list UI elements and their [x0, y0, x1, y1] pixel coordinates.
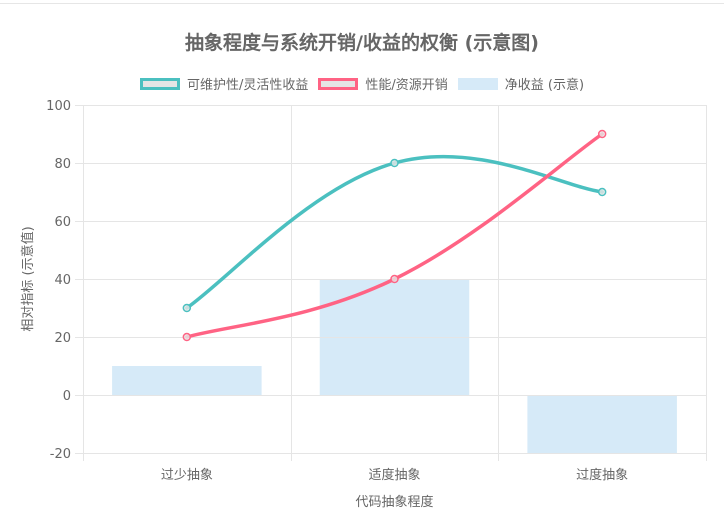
legend-item-net-benefit[interactable]: 净收益 (示意) [457, 74, 585, 93]
y-axis-ticks: 100 80 60 40 20 0 -20 [46, 99, 71, 462]
x-tick-label: 过度抽象 [576, 467, 628, 483]
bar-2[interactable] [527, 395, 677, 453]
y-tick-label: 0 [63, 389, 71, 404]
data-point-marker[interactable] [182, 303, 192, 313]
legend-swatch-bar-icon [457, 77, 498, 90]
bar-series [112, 279, 677, 453]
legend-item-maintainability[interactable]: 可维护性/灵活性收益 [139, 74, 309, 93]
chart-title: 抽象程度与系统开销/收益的权衡 (示意图) [185, 32, 539, 54]
grid-lines [75, 105, 707, 461]
chart-legend: 可维护性/灵活性收益 性能/资源开销 净收益 (示意) [0, 74, 724, 93]
legend-swatch-teal-icon [139, 77, 180, 90]
data-point-marker[interactable] [597, 129, 607, 139]
data-point-marker[interactable] [390, 274, 399, 284]
x-tick-label: 适度抽象 [368, 467, 420, 483]
x-axis-ticks: 过少抽象 适度抽象 过度抽象 [161, 467, 628, 483]
legend-label: 性能/资源开销 [365, 78, 448, 93]
y-tick-label: 40 [54, 273, 71, 288]
y-tick-label: 60 [54, 215, 71, 230]
x-axis-title: 代码抽象程度 [355, 494, 433, 510]
x-tick-label: 过少抽象 [161, 468, 213, 483]
line-series [182, 129, 607, 342]
legend-label: 净收益 (示意) [504, 78, 585, 93]
bar-0[interactable] [112, 366, 262, 395]
top-divider [0, 3, 724, 4]
legend-item-performance-cost[interactable]: 性能/资源开销 [318, 74, 448, 93]
legend-label: 可维护性/灵活性收益 [186, 78, 309, 93]
y-tick-label: -20 [50, 447, 71, 462]
data-point-marker[interactable] [597, 187, 607, 197]
y-axis-title: 相对指标 (示意值) [20, 226, 36, 331]
y-tick-label: 20 [54, 331, 71, 346]
y-tick-label: 80 [54, 157, 71, 172]
y-tick-label: 100 [46, 99, 71, 114]
legend-swatch-pink-icon [318, 77, 359, 90]
data-point-marker[interactable] [182, 332, 192, 342]
data-point-marker[interactable] [390, 158, 399, 168]
